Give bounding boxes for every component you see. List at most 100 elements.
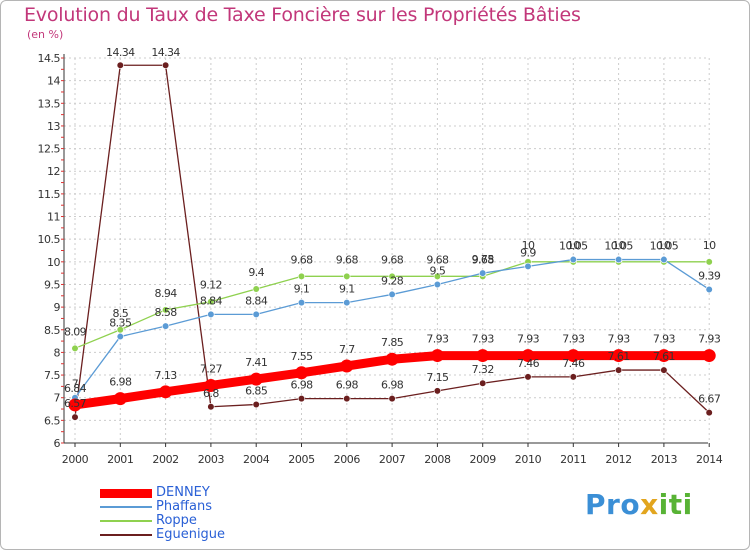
data-point-phaffans — [479, 269, 487, 277]
data-point-phaffans — [252, 310, 260, 318]
data-point-denney — [340, 359, 354, 373]
data-label-denney: 7.55 — [290, 350, 313, 363]
y-tick-label: 13.5 — [38, 97, 61, 110]
x-tick-label: 2012 — [605, 453, 631, 466]
data-point-eguenigue — [297, 395, 306, 403]
data-label-phaffans: 8.35 — [109, 317, 132, 330]
data-point-eguenigue — [388, 395, 396, 403]
data-label-phaffans: 9.9 — [520, 246, 536, 259]
data-label-roppe: 10 — [567, 239, 580, 252]
x-tick-label: 2014 — [696, 453, 723, 466]
proxiti-logo: Proxiti — [585, 488, 693, 521]
y-tick-label: 9 — [54, 301, 61, 314]
data-point-eguenigue — [116, 61, 124, 69]
data-label-phaffans: 10.05 — [650, 240, 679, 253]
data-label-eguenigue: 6.98 — [336, 379, 359, 392]
data-point-eguenigue — [162, 61, 170, 69]
data-point-roppe — [388, 272, 396, 280]
legend-item-phaffans: Phaffans — [100, 500, 225, 514]
x-tick-label: 2003 — [198, 453, 225, 466]
data-point-phaffans — [524, 262, 532, 270]
y-tick-label: 12 — [47, 165, 60, 178]
data-point-denney — [612, 349, 626, 363]
x-tick-label: 2006 — [334, 453, 361, 466]
logo-part-b: x — [640, 488, 659, 521]
data-label-eguenigue: 7.61 — [608, 350, 630, 363]
legend-swatch — [100, 534, 152, 536]
data-label-eguenigue: 14.34 — [106, 46, 135, 59]
data-point-phaffans — [207, 310, 215, 318]
data-label-eguenigue: 6.8 — [203, 387, 219, 400]
data-label-roppe: 8.09 — [64, 325, 87, 338]
legend: DENNEY Phaffans Roppe Eguenigue — [100, 486, 225, 542]
series-lines — [68, 61, 716, 421]
data-label-phaffans: 9.75 — [472, 253, 495, 266]
data-label-denney: 7.93 — [653, 333, 676, 346]
y-tick-label: 6 — [54, 437, 61, 450]
data-label-roppe: 8.94 — [155, 287, 178, 300]
data-label-phaffans: 9.28 — [381, 274, 404, 287]
data-labels: 6.57 14.34 14.34 6.8 6.85 6.98 6.98 6.98 7.15 7.3… — [64, 46, 721, 410]
y-tick-label: 12.5 — [38, 143, 61, 156]
data-point-roppe — [207, 298, 215, 306]
x-tick-label: 2004 — [243, 453, 270, 466]
data-point-denney — [430, 349, 444, 363]
data-label-denney: 7.93 — [562, 333, 585, 346]
data-point-eguenigue — [524, 373, 532, 381]
data-label-eguenigue: 6.67 — [698, 393, 721, 406]
y-tick-label: 7.5 — [44, 369, 60, 382]
x-tick-label: 2005 — [288, 453, 315, 466]
data-label-denney: 7.93 — [608, 333, 631, 346]
x-tick-label: 2011 — [560, 453, 586, 466]
data-label-eguenigue: 6.85 — [245, 385, 268, 398]
x-tick-label: 2002 — [152, 453, 178, 466]
data-point-eguenigue — [433, 387, 442, 395]
x-tick-label: 2009 — [469, 453, 496, 466]
legend-label: DENNEY — [156, 485, 210, 500]
data-point-roppe — [252, 285, 260, 293]
data-label-phaffans: 8.58 — [155, 306, 178, 319]
data-point-phaffans — [388, 290, 396, 299]
data-label-phaffans: 9.1 — [339, 283, 355, 296]
data-label-eguenigue: 7.61 — [653, 350, 675, 363]
data-label-denney: 7.93 — [517, 333, 540, 346]
data-label-phaffans: 10.05 — [604, 240, 633, 253]
data-label-roppe: 9.4 — [248, 266, 264, 279]
logo-part-a: Pro — [585, 488, 641, 521]
logo-part-c: iti — [658, 488, 693, 521]
data-point-eguenigue — [705, 409, 713, 417]
data-point-eguenigue — [71, 413, 79, 421]
data-label-phaffans: 7 — [72, 378, 79, 391]
data-point-phaffans — [343, 298, 351, 307]
x-tick-label: 2013 — [651, 453, 678, 466]
x-tick-label: 2000 — [62, 453, 89, 466]
legend-label: Phaffans — [156, 499, 212, 514]
data-label-phaffans: 10.05 — [559, 240, 588, 253]
y-tick-label: 13 — [47, 120, 60, 133]
data-point-denney — [521, 349, 535, 363]
data-label-eguenigue: 6.98 — [381, 379, 404, 392]
x-tick-label: 2008 — [424, 453, 451, 466]
data-point-eguenigue — [569, 373, 577, 381]
data-label-eguenigue: 7.46 — [562, 357, 585, 370]
legend-swatch — [100, 488, 152, 498]
data-point-phaffans — [433, 280, 442, 289]
data-point-denney — [566, 349, 580, 363]
y-tick-label: 7 — [54, 392, 61, 405]
data-label-phaffans: 9.5 — [430, 264, 446, 277]
data-point-denney — [68, 398, 82, 412]
data-label-denney: 7.93 — [698, 333, 721, 346]
legend-item-denney: DENNEY — [100, 486, 225, 500]
data-point-phaffans — [162, 322, 170, 330]
data-label-denney: 7.93 — [426, 333, 449, 346]
data-point-eguenigue — [479, 379, 487, 387]
data-point-denney — [476, 349, 490, 363]
y-tick-label: 10 — [47, 256, 60, 269]
y-tick-label: 8.5 — [44, 324, 60, 337]
axes: 66.577.588.599.51010.51111.51212.51313.5… — [38, 52, 724, 466]
data-label-roppe: 10 — [703, 239, 716, 252]
data-label-denney: 7.93 — [472, 333, 495, 346]
data-point-roppe — [71, 344, 79, 352]
data-label-roppe: 10 — [522, 239, 535, 252]
